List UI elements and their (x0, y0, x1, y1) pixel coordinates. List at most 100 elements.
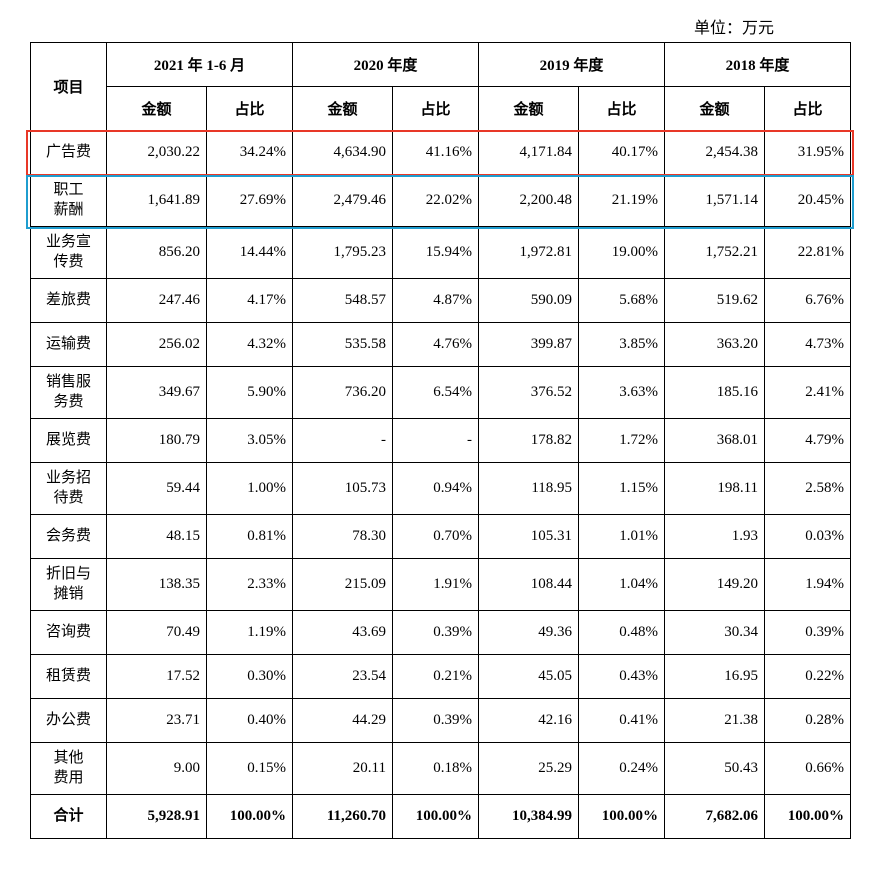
cell-amount: 215.09 (293, 559, 393, 611)
unit-label: 单位：万元 (30, 14, 852, 38)
cell-amount: 256.02 (107, 323, 207, 367)
cell-pct: 4.76% (393, 323, 479, 367)
cell-amount: 42.16 (479, 699, 579, 743)
cell-amount: 178.82 (479, 419, 579, 463)
cell-amount: 45.05 (479, 655, 579, 699)
cell-amount: 185.16 (665, 367, 765, 419)
table-row: 会务费48.150.81%78.300.70%105.311.01%1.930.… (31, 515, 851, 559)
cell-pct: 0.03% (765, 515, 851, 559)
cell-amount: 16.95 (665, 655, 765, 699)
th-period-3: 2018 年度 (665, 43, 851, 87)
cell-pct: 2.41% (765, 367, 851, 419)
cell-pct: 4.32% (207, 323, 293, 367)
cell-amount: 548.57 (293, 279, 393, 323)
cell-amount: 1,571.14 (665, 175, 765, 227)
cell-amount: 78.30 (293, 515, 393, 559)
cell-pct: 4.79% (765, 419, 851, 463)
cell-item: 差旅费 (31, 279, 107, 323)
cell-pct: 1.19% (207, 611, 293, 655)
table-row: 运输费256.024.32%535.584.76%399.873.85%363.… (31, 323, 851, 367)
cell-item: 广告费 (31, 131, 107, 175)
expense-table: 项目 2021 年 1-6 月 2020 年度 2019 年度 2018 年度 … (30, 42, 851, 839)
th-pct-3: 占比 (765, 87, 851, 131)
cell-pct: 1.00% (207, 463, 293, 515)
cell-pct: 3.05% (207, 419, 293, 463)
cell-amount: 21.38 (665, 699, 765, 743)
cell-amount: 105.73 (293, 463, 393, 515)
table-row: 销售服务费349.675.90%736.206.54%376.523.63%18… (31, 367, 851, 419)
cell-amount: 5,928.91 (107, 795, 207, 839)
cell-pct: 3.85% (579, 323, 665, 367)
table-row: 其他费用9.000.15%20.110.18%25.290.24%50.430.… (31, 743, 851, 795)
table-row: 职工薪酬1,641.8927.69%2,479.4622.02%2,200.48… (31, 175, 851, 227)
cell-amount: 349.67 (107, 367, 207, 419)
cell-amount: 856.20 (107, 227, 207, 279)
cell-pct: 41.16% (393, 131, 479, 175)
cell-item: 合计 (31, 795, 107, 839)
cell-amount: 30.34 (665, 611, 765, 655)
cell-pct: 1.94% (765, 559, 851, 611)
cell-pct: 0.40% (207, 699, 293, 743)
cell-amount: 48.15 (107, 515, 207, 559)
cell-pct: 0.30% (207, 655, 293, 699)
cell-pct: 0.70% (393, 515, 479, 559)
cell-amount: 20.11 (293, 743, 393, 795)
cell-amount: 23.71 (107, 699, 207, 743)
cell-amount: 1,752.21 (665, 227, 765, 279)
cell-pct: 100.00% (579, 795, 665, 839)
cell-pct: 0.39% (393, 611, 479, 655)
cell-pct: 6.76% (765, 279, 851, 323)
cell-pct: 2.58% (765, 463, 851, 515)
cell-pct: 0.21% (393, 655, 479, 699)
th-amt-3: 金额 (665, 87, 765, 131)
cell-pct: 0.41% (579, 699, 665, 743)
cell-pct: 0.22% (765, 655, 851, 699)
cell-item: 租赁费 (31, 655, 107, 699)
cell-pct: 0.48% (579, 611, 665, 655)
cell-amount: 247.46 (107, 279, 207, 323)
cell-amount: 376.52 (479, 367, 579, 419)
cell-pct: 100.00% (393, 795, 479, 839)
cell-pct: 0.43% (579, 655, 665, 699)
cell-item: 办公费 (31, 699, 107, 743)
cell-amount: 1,972.81 (479, 227, 579, 279)
cell-pct: 0.28% (765, 699, 851, 743)
table-row: 广告费2,030.2234.24%4,634.9041.16%4,171.844… (31, 131, 851, 175)
cell-item: 销售服务费 (31, 367, 107, 419)
cell-item: 业务招待费 (31, 463, 107, 515)
cell-pct: 0.39% (765, 611, 851, 655)
table-row: 展览费180.793.05%--178.821.72%368.014.79% (31, 419, 851, 463)
cell-amount: 7,682.06 (665, 795, 765, 839)
cell-pct: 1.01% (579, 515, 665, 559)
cell-pct: 27.69% (207, 175, 293, 227)
cell-amount: 519.62 (665, 279, 765, 323)
table-row: 业务宣传费856.2014.44%1,795.2315.94%1,972.811… (31, 227, 851, 279)
cell-pct: 1.91% (393, 559, 479, 611)
cell-amount: 2,479.46 (293, 175, 393, 227)
cell-amount: 736.20 (293, 367, 393, 419)
cell-pct: 2.33% (207, 559, 293, 611)
cell-pct: 15.94% (393, 227, 479, 279)
cell-item: 折旧与摊销 (31, 559, 107, 611)
th-period-1: 2020 年度 (293, 43, 479, 87)
cell-amount: 2,030.22 (107, 131, 207, 175)
cell-amount: 11,260.70 (293, 795, 393, 839)
table-body: 广告费2,030.2234.24%4,634.9041.16%4,171.844… (31, 131, 851, 839)
cell-amount: 535.58 (293, 323, 393, 367)
cell-amount: 43.69 (293, 611, 393, 655)
cell-amount: 70.49 (107, 611, 207, 655)
table-row: 业务招待费59.441.00%105.730.94%118.951.15%198… (31, 463, 851, 515)
cell-pct: 0.94% (393, 463, 479, 515)
cell-amount: 17.52 (107, 655, 207, 699)
cell-pct: 4.87% (393, 279, 479, 323)
th-amt-1: 金额 (293, 87, 393, 131)
cell-pct: 1.15% (579, 463, 665, 515)
cell-amount: 4,634.90 (293, 131, 393, 175)
cell-pct: 5.68% (579, 279, 665, 323)
cell-amount: 105.31 (479, 515, 579, 559)
cell-pct: 0.24% (579, 743, 665, 795)
cell-pct: 0.39% (393, 699, 479, 743)
table-row: 折旧与摊销138.352.33%215.091.91%108.441.04%14… (31, 559, 851, 611)
th-amt-2: 金额 (479, 87, 579, 131)
table-row: 租赁费17.520.30%23.540.21%45.050.43%16.950.… (31, 655, 851, 699)
